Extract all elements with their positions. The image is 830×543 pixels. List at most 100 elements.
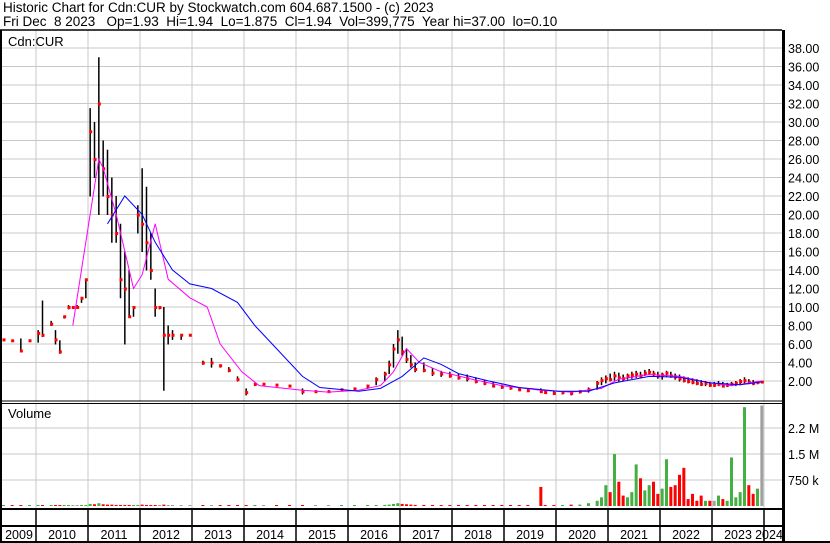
volume-bar — [626, 497, 629, 506]
volume-bar — [660, 488, 664, 506]
volume-bar — [760, 405, 764, 506]
volume-bar — [569, 504, 573, 506]
close-marker — [678, 377, 682, 381]
close-marker — [552, 392, 556, 396]
close-marker — [648, 370, 652, 374]
price-tick-label: 24.00 — [788, 172, 819, 186]
close-marker — [721, 384, 725, 388]
close-marker — [123, 287, 127, 291]
close-marker — [236, 378, 240, 382]
close-marker — [149, 269, 153, 272]
volume-bar — [136, 504, 140, 506]
volume-bar — [405, 504, 408, 506]
close-marker — [128, 315, 132, 319]
volume-bar — [413, 504, 417, 506]
volume-bar — [71, 505, 75, 506]
volume-bar — [58, 505, 62, 506]
close-marker — [739, 380, 743, 383]
left-border — [0, 30, 2, 543]
volume-bar — [712, 500, 716, 506]
close-marker — [80, 296, 84, 300]
volume-bar — [725, 500, 729, 506]
volume-bar — [97, 503, 101, 506]
close-marker — [396, 338, 400, 342]
volume-bar — [608, 492, 612, 506]
close-marker — [275, 383, 279, 387]
year-label: 2018 — [464, 528, 492, 542]
volume-bar — [392, 503, 395, 506]
volume-bar — [595, 500, 599, 506]
price-tick-label: 16.00 — [788, 246, 819, 260]
close-marker — [58, 350, 62, 354]
close-marker — [695, 381, 699, 385]
close-marker — [28, 339, 32, 343]
volume-bar — [491, 505, 495, 506]
close-marker — [154, 306, 158, 309]
close-marker — [388, 363, 392, 367]
close-marker — [245, 391, 249, 395]
volume-bar — [539, 486, 543, 506]
chart-title: Historic Chart for Cdn:CUR by Stockwatch… — [3, 0, 434, 15]
volume-bar — [387, 504, 391, 506]
volume-bar — [439, 505, 443, 506]
price-tick-label: 38.00 — [788, 42, 819, 56]
price-tick-label: 12.00 — [788, 283, 819, 297]
volume-bar — [106, 504, 109, 506]
volume-bar — [721, 499, 725, 506]
volume-bar — [617, 481, 621, 506]
volume-bar — [578, 504, 582, 506]
close-marker — [145, 241, 149, 245]
volume-bar — [695, 500, 699, 506]
volume-bar — [634, 464, 638, 506]
close-marker — [89, 130, 93, 134]
volume-bar — [179, 505, 183, 506]
volume-bar — [587, 503, 590, 506]
volume-bar — [236, 505, 239, 506]
volume-bar — [327, 505, 330, 506]
close-marker — [682, 379, 686, 383]
volume-bar — [374, 505, 378, 506]
close-marker — [301, 390, 305, 394]
close-marker — [180, 333, 184, 337]
year-label: 2023 — [724, 528, 752, 542]
volume-bar — [244, 505, 248, 506]
close-marker — [136, 213, 140, 217]
volume-bar — [84, 505, 88, 506]
year-label: 2024 — [755, 528, 783, 542]
price-tick-label: 26.00 — [788, 153, 819, 167]
close-marker — [713, 383, 717, 387]
year-label: 2016 — [360, 528, 388, 542]
volume-bar — [483, 505, 486, 506]
price-tick-label: 34.00 — [788, 79, 819, 93]
volume-label: Volume — [8, 406, 52, 421]
close-marker — [106, 195, 110, 198]
year-label: 2019 — [516, 528, 544, 542]
price-tick-label: 6.00 — [788, 338, 812, 352]
close-marker — [626, 374, 630, 378]
close-marker — [375, 378, 379, 382]
close-marker — [630, 373, 634, 377]
close-marker — [201, 361, 205, 365]
volume-bar — [253, 505, 257, 506]
volume-bar — [409, 504, 413, 506]
volume-bar — [62, 505, 66, 506]
volume-bar — [751, 493, 755, 506]
price-tick-label: 20.00 — [788, 209, 819, 223]
price-tick-label: 22.00 — [788, 190, 819, 204]
volume-bar — [517, 505, 521, 506]
volume-bar — [166, 505, 170, 506]
volume-bar — [101, 504, 105, 506]
volume-bar — [717, 495, 720, 506]
close-marker — [704, 381, 708, 385]
year-label: 2011 — [101, 528, 128, 542]
price-tick-label: 10.00 — [788, 301, 819, 315]
close-marker — [492, 384, 496, 388]
close-marker — [401, 350, 405, 354]
year-label: 2017 — [412, 528, 440, 542]
volume-bar — [643, 490, 647, 506]
close-marker — [708, 383, 712, 387]
volume-bar — [682, 467, 686, 506]
volume-bar — [604, 485, 608, 506]
volume-bar — [314, 505, 317, 506]
volume-bar — [275, 505, 278, 506]
